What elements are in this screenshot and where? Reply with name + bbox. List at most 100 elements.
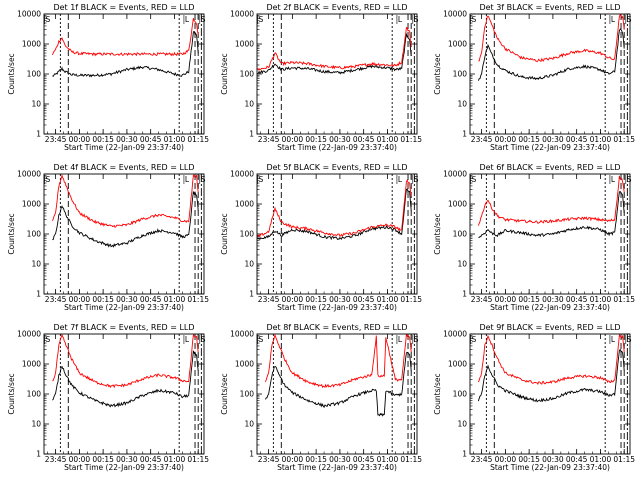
plot-frame xyxy=(469,173,631,295)
x-tick-label: 00:15 xyxy=(92,295,114,304)
region-label: S xyxy=(201,335,206,344)
y-tick-label: 1000 xyxy=(448,40,467,49)
y-tick-label: 100 xyxy=(453,230,468,239)
y-tick-label: 10 xyxy=(244,420,254,429)
x-tick-label: 00:45 xyxy=(140,295,162,304)
plot-frame xyxy=(256,333,418,455)
x-tick-label: 01:15 xyxy=(613,295,635,304)
y-tick-label: 1 xyxy=(462,290,467,299)
y-tick-label: 10 xyxy=(457,100,467,109)
plot-frame xyxy=(43,333,205,455)
panel-title: Det 6f BLACK = Events, RED = LLD xyxy=(479,163,620,172)
y-tick-label: 10 xyxy=(244,260,254,269)
y-tick-label: 100 xyxy=(453,390,468,399)
x-tick-label: 23:45 xyxy=(45,455,67,464)
x-tick-label: 00:45 xyxy=(566,135,588,144)
y-tick-label: 1 xyxy=(462,130,467,139)
x-tick-label: 00:30 xyxy=(542,135,564,144)
region-label: L xyxy=(185,15,190,24)
x-tick-label: 00:00 xyxy=(282,455,304,464)
x-tick-label: 00:15 xyxy=(518,135,540,144)
detector-panel-9: Det 9f BLACK = Events, RED = LLD 1 10 100 10… xyxy=(433,323,635,472)
x-tick-label: 01:15 xyxy=(400,295,422,304)
y-tick-label: 10000 xyxy=(230,10,254,19)
region-label: L xyxy=(611,335,616,344)
region-label: S xyxy=(627,175,632,184)
x-tick-label: 01:00 xyxy=(377,295,399,304)
x-axis-label: Start Time (22-Jan-09 23:37:40) xyxy=(64,303,184,312)
y-tick-label: 100 xyxy=(27,70,42,79)
x-tick-label: 01:15 xyxy=(400,135,422,144)
x-tick-label: 00:45 xyxy=(566,295,588,304)
x-tick-label: 23:45 xyxy=(258,455,280,464)
panel-title: Det 7f BLACK = Events, RED = LLD xyxy=(53,323,194,332)
x-tick-label: 00:15 xyxy=(92,135,114,144)
series-line-lld xyxy=(478,14,625,63)
x-tick-label: 23:45 xyxy=(471,455,493,464)
series-line-events xyxy=(478,190,625,239)
y-tick-label: 10000 xyxy=(443,330,467,339)
plot-frame xyxy=(256,173,418,295)
region-label: S xyxy=(472,15,477,24)
y-tick-label: 1000 xyxy=(448,200,467,209)
x-tick-label: 00:00 xyxy=(495,295,517,304)
x-tick-label: 00:15 xyxy=(518,455,540,464)
x-tick-label: 23:45 xyxy=(471,135,493,144)
series-line-lld xyxy=(257,179,412,238)
detector-panel-3: Det 3f BLACK = Events, RED = LLD 1 10 100 10… xyxy=(433,3,635,152)
y-axis-label: Counts/sec xyxy=(433,373,442,414)
panel-title: Det 4f BLACK = Events, RED = LLD xyxy=(53,163,194,172)
region-label: L xyxy=(398,175,403,184)
x-tick-label: 01:00 xyxy=(164,295,186,304)
y-tick-label: 1000 xyxy=(448,360,467,369)
y-tick-label: 1 xyxy=(36,130,41,139)
x-tick-label: 00:00 xyxy=(69,135,91,144)
x-tick-label: 00:00 xyxy=(69,295,91,304)
region-label: L xyxy=(398,335,403,344)
y-tick-label: 10000 xyxy=(17,330,41,339)
x-tick-label: 00:15 xyxy=(305,455,327,464)
x-tick-label: 01:15 xyxy=(187,455,209,464)
series-line-events xyxy=(52,190,199,248)
y-axis-label: Counts/sec xyxy=(220,373,229,414)
x-tick-label: 00:30 xyxy=(329,455,351,464)
y-tick-label: 10 xyxy=(244,100,254,109)
series-line-lld xyxy=(477,175,625,226)
y-axis-label: Counts/sec xyxy=(7,53,16,94)
y-tick-label: 1 xyxy=(36,450,41,459)
x-tick-label: 00:45 xyxy=(353,295,375,304)
x-tick-label: 01:00 xyxy=(590,135,612,144)
plot-frame xyxy=(256,13,418,135)
x-tick-label: 00:45 xyxy=(566,455,588,464)
x-tick-label: 00:30 xyxy=(329,295,351,304)
x-tick-label: 00:15 xyxy=(305,135,327,144)
x-tick-label: 00:00 xyxy=(495,135,517,144)
y-tick-label: 10 xyxy=(31,260,41,269)
x-tick-label: 01:00 xyxy=(377,135,399,144)
x-tick-label: 00:15 xyxy=(518,295,540,304)
y-tick-label: 10000 xyxy=(443,10,467,19)
y-tick-label: 10000 xyxy=(17,170,41,179)
region-label: S xyxy=(201,15,206,24)
region-label: S xyxy=(259,15,264,24)
region-label: S xyxy=(414,15,419,24)
y-tick-label: 100 xyxy=(240,390,255,399)
y-tick-label: 100 xyxy=(27,390,42,399)
x-tick-label: 01:15 xyxy=(613,135,635,144)
detector-panel-4: Det 4f BLACK = Events, RED = LLD 1 10 100 10… xyxy=(7,163,209,312)
series-line-events xyxy=(257,32,412,75)
x-tick-label: 01:15 xyxy=(400,455,422,464)
x-tick-label: 01:15 xyxy=(613,455,635,464)
x-axis-label: Start Time (22-Jan-09 23:37:40) xyxy=(64,143,184,152)
x-tick-label: 23:45 xyxy=(45,135,67,144)
x-tick-label: 00:00 xyxy=(495,455,517,464)
x-axis-label: Start Time (22-Jan-09 23:37:40) xyxy=(490,303,610,312)
y-tick-label: 10000 xyxy=(230,170,254,179)
y-axis-label: Counts/sec xyxy=(433,53,442,94)
y-tick-label: 10000 xyxy=(443,170,467,179)
series-line-events xyxy=(477,348,625,403)
series-line-events xyxy=(265,351,412,417)
y-tick-label: 10 xyxy=(31,100,41,109)
x-tick-label: 00:30 xyxy=(116,295,138,304)
detector-panel-5: Det 5f BLACK = Events, RED = LLD 1 10 100 10… xyxy=(220,163,422,312)
